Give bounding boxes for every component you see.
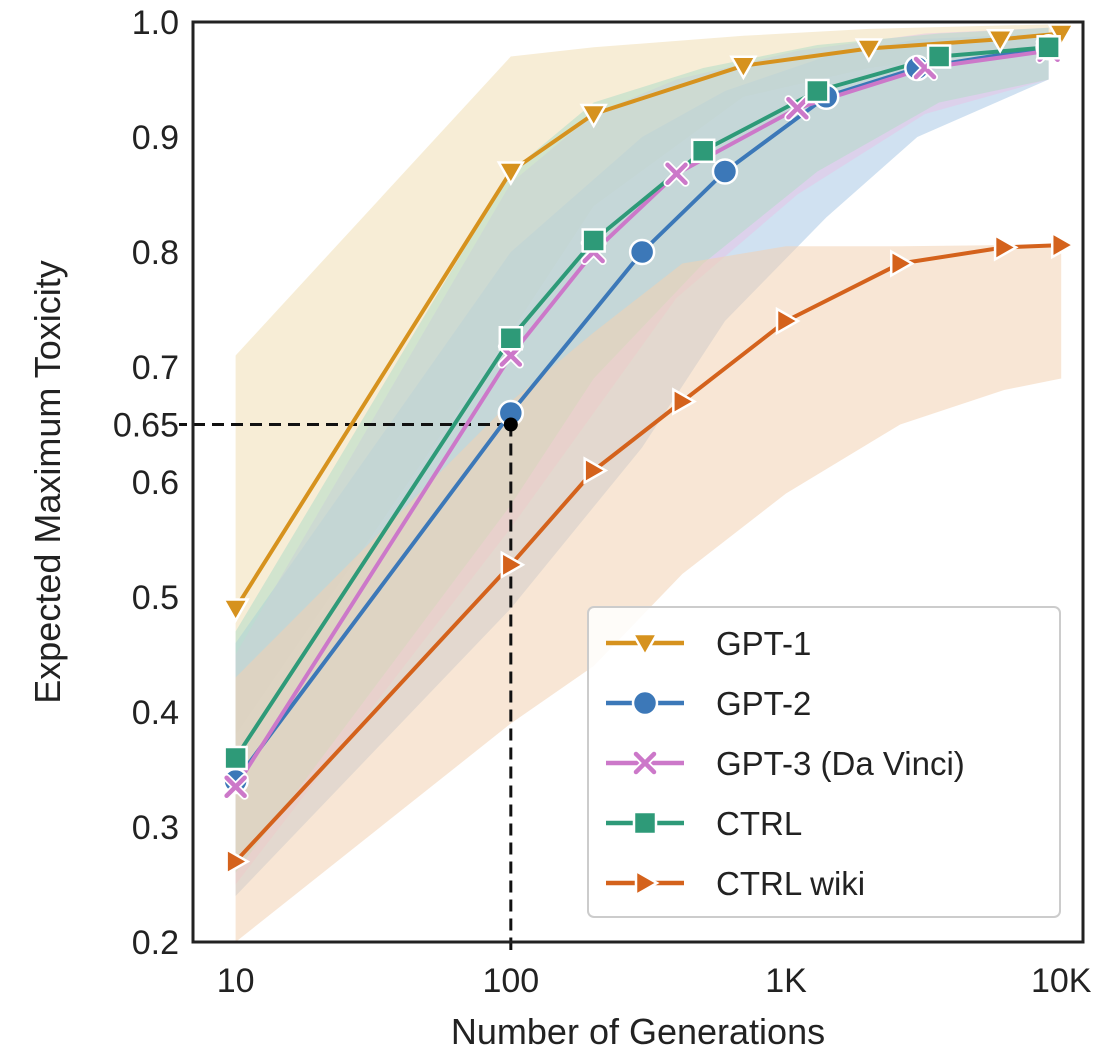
y-tick-label: 0.2 [132,924,179,962]
legend-label: CTRL [716,805,802,842]
gpt-1-point [221,598,250,624]
ctrl-point [498,326,524,351]
gpt-2-point [628,238,656,266]
y-tick-label: 0.3 [132,809,179,847]
y-tick-label: 0.9 [132,119,179,157]
legend-item-gpt-1: GPT-1 [606,625,811,662]
y-tick-label: 0.65 [113,407,179,445]
y-axis-ticks: 0.2 0.3 0.4 0.5 0.6 0.65 0.7 0.8 0.9 1.0 [113,4,179,962]
ctrl-point [1036,35,1061,60]
gpt-3-da-vinci-point [784,95,811,122]
ctrl-point [805,78,830,104]
gpt-1-point [729,55,758,81]
y-tick-label: 0.5 [132,579,179,617]
legend-item-gpt-2: GPT-2 [606,685,811,722]
legend-marker [634,868,660,898]
series-markers [221,23,1076,876]
ctrl-wiki-point [672,387,697,416]
y-axis-label: Expected Maximum Toxicity [27,260,68,703]
ctrl-wiki-band [235,244,1062,942]
legend-marker [631,689,659,717]
x-tick-label: 100 [482,962,539,1000]
legend-label: GPT-3 (Da Vinci) [716,745,965,782]
ctrl-wiki-point [500,550,526,579]
legend-label: GPT-2 [716,685,811,722]
y-tick-label: 0.4 [132,694,179,732]
legend-item-ctrl-wiki: CTRL wiki [606,865,865,902]
y-tick-label: 0.7 [132,349,179,387]
ctrl-wiki-point [993,233,1019,262]
x-tick-label: 1K [765,962,807,1000]
ctrl-wiki-point [583,456,609,485]
gpt-1-point [986,29,1015,54]
legend-marker [632,750,658,776]
gpt-1-point [1047,23,1076,49]
ctrl-point [223,745,248,771]
gpt-3-da-vinci-point [222,773,249,800]
x-axis-ticks: 10 100 1K 10K [217,962,1092,1000]
x-tick-label: 10K [1031,962,1092,1000]
gpt-1-point [496,161,525,187]
legend-item-gpt-3-da-vinci: GPT-3 (Da Vinci) [606,745,965,782]
y-tick-label: 0.6 [132,464,179,502]
ctrl-wiki-point [889,249,915,278]
y-tick-label: 1.0 [132,4,179,42]
x-tick-label: 10 [217,962,255,1000]
legend-item-ctrl: CTRL [606,805,802,842]
ctrl-wiki-point [775,306,801,336]
ctrl-point [581,228,606,253]
y-tick-label: 0.8 [132,234,179,272]
legend-label: CTRL wiki [716,865,865,902]
ctrl-wiki-point [225,847,251,876]
legend: GPT-1 GPT-2 GPT-3 (Da Vinci) CTRL CTRL wiki [587,606,1061,918]
legend-marker [632,810,658,836]
legend-label: GPT-1 [716,625,811,662]
gpt-1-point [854,38,884,63]
legend-box [587,606,1061,918]
legend-marker [630,632,660,658]
gpt-1-point [579,103,608,129]
gpt-1-band [235,24,1062,736]
ctrl-point [926,44,952,69]
plot-frame [191,20,1085,944]
ctrl-point [690,138,716,164]
ctrl-wiki-point [1050,230,1076,260]
x-axis-label: Number of Generations [451,1011,825,1052]
ctrl-band [235,27,1049,874]
gpt-2-point [711,158,739,185]
highlight-point [503,417,518,432]
ctrl-wiki-line [233,243,1064,864]
gpt-3-da-vinci-point [663,160,690,187]
